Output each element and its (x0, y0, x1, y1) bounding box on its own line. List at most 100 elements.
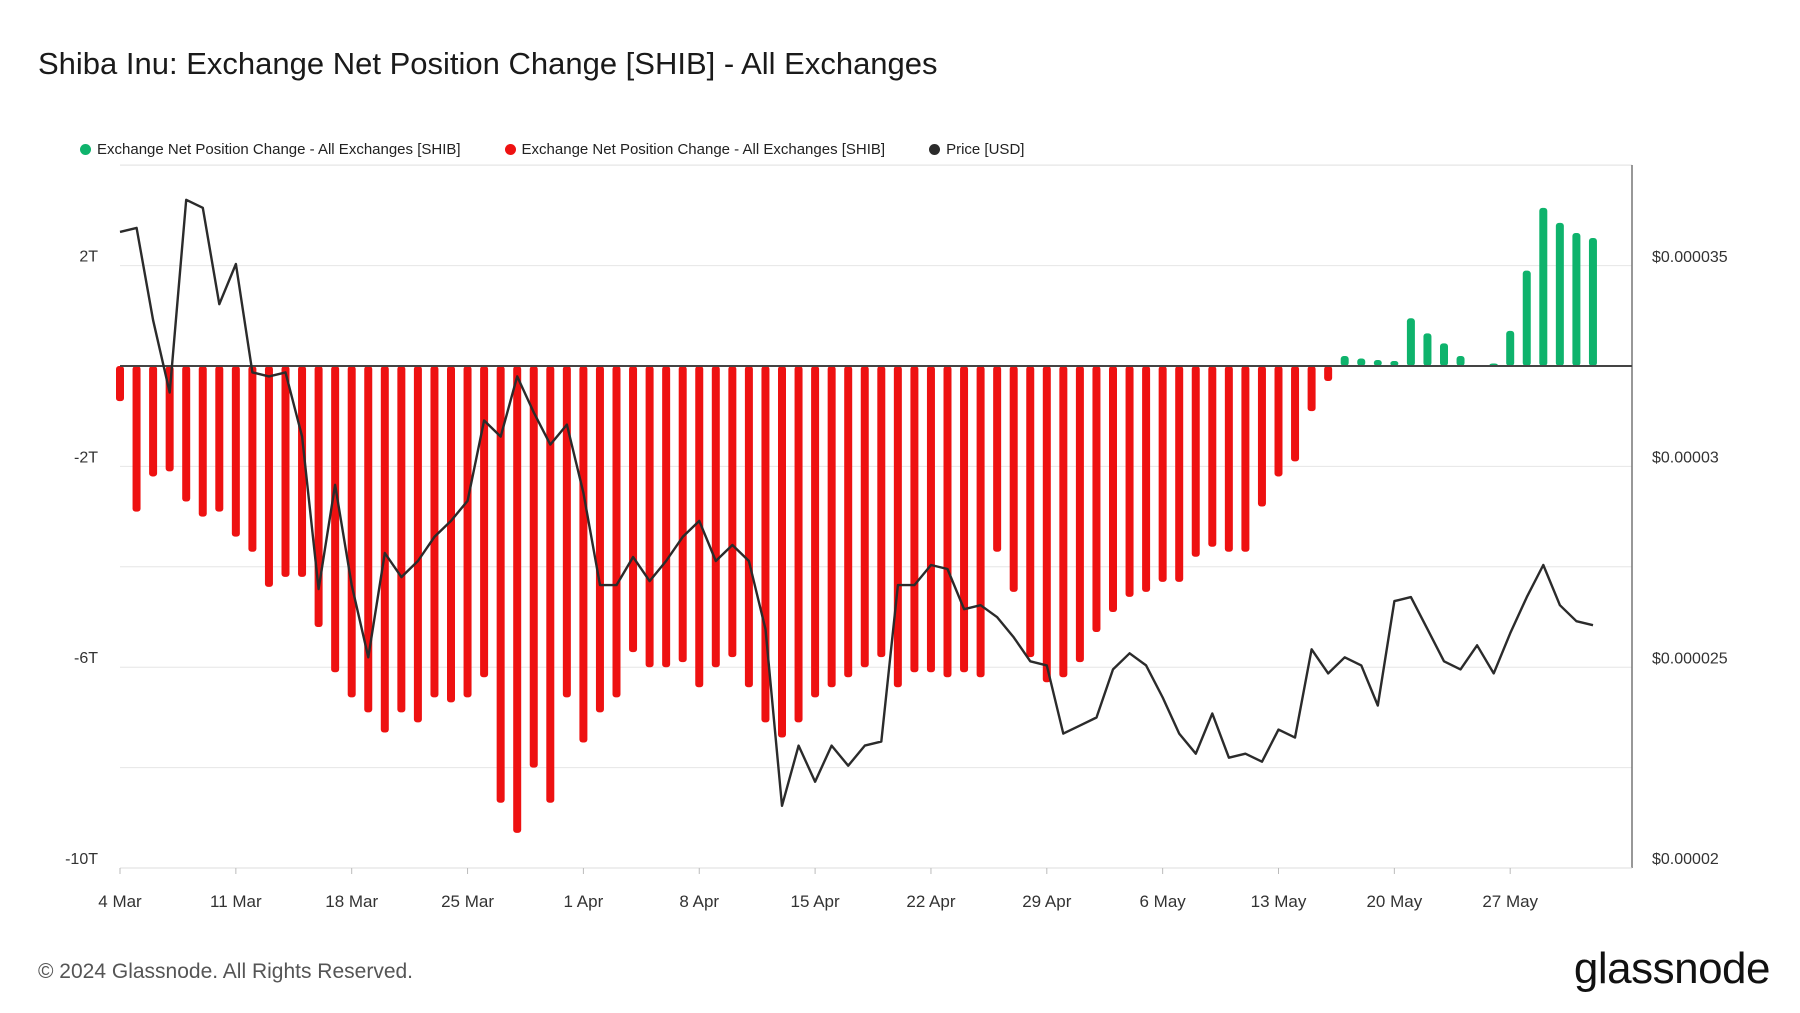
bar-negative (496, 366, 505, 803)
bar-negative (264, 366, 273, 587)
bar-negative (347, 366, 356, 698)
bar-negative (1059, 366, 1068, 678)
bar-negative (1208, 366, 1217, 547)
legend-dot-green (80, 144, 91, 155)
bar-negative (761, 366, 770, 723)
bar-positive (1406, 318, 1415, 366)
bar-negative (397, 366, 406, 713)
bar-negative (1224, 366, 1233, 552)
bar-negative (893, 366, 902, 688)
bar-negative (231, 366, 240, 537)
bar-negative (629, 366, 638, 653)
bar-negative (463, 366, 472, 698)
bar-negative (794, 366, 803, 723)
bar-positive (1456, 355, 1465, 366)
bar-negative (1026, 366, 1035, 658)
bar-negative (1307, 366, 1316, 412)
legend-dot-black (929, 144, 941, 155)
legend-item-price[interactable]: Price [USD] (929, 141, 1024, 158)
bar-negative (943, 366, 952, 678)
legend-label: Price [USD] (946, 141, 1025, 158)
x-tick-label: 8 Apr (679, 892, 719, 911)
bar-negative (1291, 366, 1300, 462)
bar-negative (993, 366, 1002, 552)
x-tick-label: 25 Mar (441, 892, 494, 911)
bar-positive (1373, 359, 1382, 366)
legend-dot-red (504, 144, 516, 155)
bar-negative (546, 366, 555, 803)
bar-positive (1440, 343, 1448, 366)
legend-item-inflow[interactable]: Exchange Net Position Change - All Excha… (80, 141, 461, 158)
y-right-tick-label: $0.00002 (1652, 851, 1719, 868)
x-tick-label: 15 Apr (791, 892, 840, 911)
x-tick-label: 18 Mar (325, 892, 378, 911)
bar-negative (811, 366, 820, 698)
bar-negative (215, 366, 224, 512)
bar-negative (744, 366, 753, 688)
bar-negative (182, 366, 191, 502)
bar-negative (298, 366, 307, 577)
bar-negative (132, 366, 141, 512)
bar-negative (480, 366, 489, 678)
bar-negative (447, 366, 455, 703)
glassnode-logo: glassnode (1573, 944, 1771, 993)
bar-positive (1340, 355, 1349, 366)
bar-negative (1175, 366, 1184, 582)
y-right-tick-label: $0.000035 (1652, 249, 1728, 266)
bar-negative (1042, 366, 1051, 683)
bar-negative (860, 366, 869, 668)
x-tick-label: 20 May (1366, 892, 1422, 911)
bar-negative (331, 366, 340, 673)
bar-negative (1324, 366, 1333, 382)
bar-positive (1588, 237, 1597, 366)
bar-positive (1572, 232, 1581, 366)
bar-positive (1506, 330, 1515, 366)
bar-negative (413, 366, 422, 723)
bar-negative (116, 366, 124, 402)
bar-negative (1274, 366, 1283, 477)
chart-legend: Exchange Net Position Change - All Excha… (80, 141, 1024, 158)
bar-negative (926, 366, 935, 673)
price-line (119, 198, 1594, 807)
y-left-tick-label: -2T (74, 449, 98, 466)
y-right-tick-label: $0.000025 (1652, 650, 1728, 667)
bar-negative (1191, 366, 1200, 557)
x-tick-label: 22 Apr (906, 892, 955, 911)
bar-negative (844, 366, 853, 678)
bar-negative (1092, 366, 1101, 633)
bar-negative (960, 366, 969, 673)
bar-negative (778, 366, 786, 738)
legend-label: Exchange Net Position Change - All Excha… (97, 141, 461, 158)
bar-negative (662, 366, 671, 668)
legend-item-outflow[interactable]: Exchange Net Position Change - All Excha… (504, 141, 885, 158)
x-tick-label: 27 May (1482, 892, 1538, 911)
bar-negative (579, 366, 588, 743)
bar-negative (562, 366, 571, 698)
x-tick-label: 4 Mar (98, 892, 142, 911)
y-left-tick-label: 2T (79, 249, 98, 266)
y-right-tick-label: $0.00003 (1652, 450, 1719, 467)
x-tick-label: 13 May (1251, 892, 1307, 911)
bar-negative (165, 366, 174, 472)
bar-negative (1109, 366, 1117, 612)
bar-negative (1257, 366, 1266, 507)
bar-positive (1555, 222, 1564, 366)
bar-negative (198, 366, 207, 517)
chart-title: Shiba Inu: Exchange Net Position Change … (38, 46, 938, 81)
x-tick-label: 6 May (1140, 892, 1187, 911)
bar-negative (877, 366, 886, 658)
bar-negative (513, 366, 522, 833)
bar-negative (248, 366, 257, 552)
bar-negative (1142, 366, 1151, 592)
bar-negative (678, 366, 687, 663)
x-tick-label: 1 Apr (564, 892, 604, 911)
bar-negative (1158, 366, 1167, 582)
bar-positive (1539, 207, 1548, 366)
bar-negative (827, 366, 836, 688)
x-tick-label: 29 Apr (1022, 892, 1071, 911)
bar-negative (1125, 366, 1134, 597)
bar-negative (1075, 366, 1084, 663)
bar-positive (1423, 333, 1432, 366)
bar-negative (695, 366, 704, 688)
